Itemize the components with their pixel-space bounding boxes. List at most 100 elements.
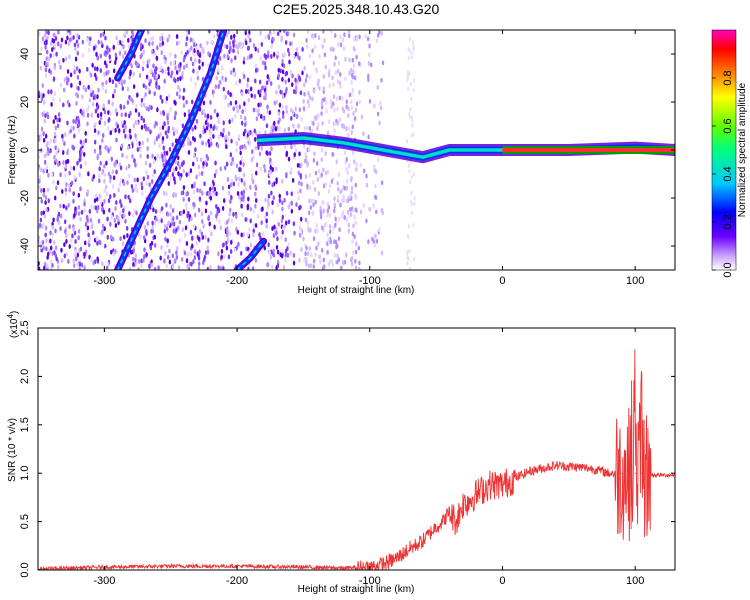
noise-speck [47,89,50,95]
noise-speck [343,259,347,265]
noise-speck [311,48,314,54]
noise-speck [246,203,250,209]
noise-speck [307,263,311,269]
snr-point [462,503,464,505]
noise-speck [87,232,90,238]
noise-speck [159,255,162,261]
noise-speck [119,236,122,242]
noise-speck [135,210,138,216]
noise-speck [87,171,90,177]
noise-speck [265,123,269,129]
noise-speck [128,211,131,216]
noise-speck [146,174,150,180]
noise-speck [308,74,312,80]
noise-speck [137,259,141,264]
noise-speck [300,181,303,187]
spectrogram-x-tick-label: -200 [226,275,248,287]
noise-speck [198,188,202,194]
noise-speck [44,133,48,139]
noise-speck [406,74,409,79]
noise-speck [289,250,292,256]
noise-speck [88,254,91,260]
noise-speck [224,77,227,82]
noise-speck [185,241,189,246]
noise-speck [163,228,166,234]
noise-speck [96,94,99,100]
noise-speck [283,52,286,57]
noise-speck [127,194,130,200]
noise-speck [320,101,324,107]
noise-speck [311,96,314,102]
noise-speck [320,248,324,253]
noise-speck [340,188,343,194]
noise-speck [308,172,311,178]
noise-speck [330,30,333,34]
noise-speck [141,191,144,197]
noise-speck [147,86,150,92]
noise-speck [140,181,143,187]
noise-speck [158,143,161,148]
noise-speck [251,172,254,178]
noise-speck [146,154,149,159]
noise-speck [198,249,201,255]
noise-speck [362,131,365,137]
noise-speck [217,251,220,257]
noise-speck [159,131,162,137]
noise-speck [226,136,230,142]
noise-speck [287,47,290,53]
noise-speck [285,190,289,196]
noise-speck [219,131,223,137]
noise-speck [117,128,121,134]
noise-speck [345,179,349,184]
noise-speck [169,52,172,58]
noise-speck [214,160,217,166]
noise-speck [136,177,139,183]
noise-speck [290,116,293,121]
noise-speck [115,200,118,205]
noise-speck [230,70,233,75]
noise-speck [108,117,111,122]
noise-speck [92,260,95,266]
noise-speck [122,44,125,50]
noise-speck [303,258,306,264]
noise-speck [159,94,162,100]
noise-speck [333,128,336,134]
noise-speck [192,42,196,48]
noise-speck [117,40,120,46]
noise-speck [174,192,178,198]
noise-speck [59,213,63,219]
noise-speck [76,74,80,80]
noise-speck [103,51,106,57]
spectrogram-x-label: Height of straight line (km) [298,285,415,296]
noise-speck [66,99,70,105]
noise-speck [159,66,162,72]
noise-speck [244,116,247,121]
noise-speck [46,49,49,55]
noise-speck [279,68,282,74]
noise-speck [140,263,143,268]
noise-speck [212,93,215,98]
noise-speck [256,213,260,219]
noise-speck [40,210,43,216]
noise-speck [226,219,229,225]
noise-speck [101,229,104,235]
noise-speck [146,146,149,151]
noise-speck [352,69,355,75]
noise-speck [243,122,247,128]
noise-speck [240,212,244,218]
noise-speck [160,206,164,211]
noise-speck [236,229,240,235]
noise-speck [127,163,131,169]
noise-speck [213,186,217,192]
noise-speck [209,115,213,120]
noise-speck [43,118,46,124]
noise-speck [144,160,148,166]
noise-speck [95,236,98,241]
snr-point [654,474,656,476]
noise-speck [350,67,353,73]
noise-speck [67,202,70,208]
noise-speck [69,37,72,43]
noise-speck [216,30,219,33]
noise-speck [292,54,295,59]
noise-speck [184,232,187,238]
